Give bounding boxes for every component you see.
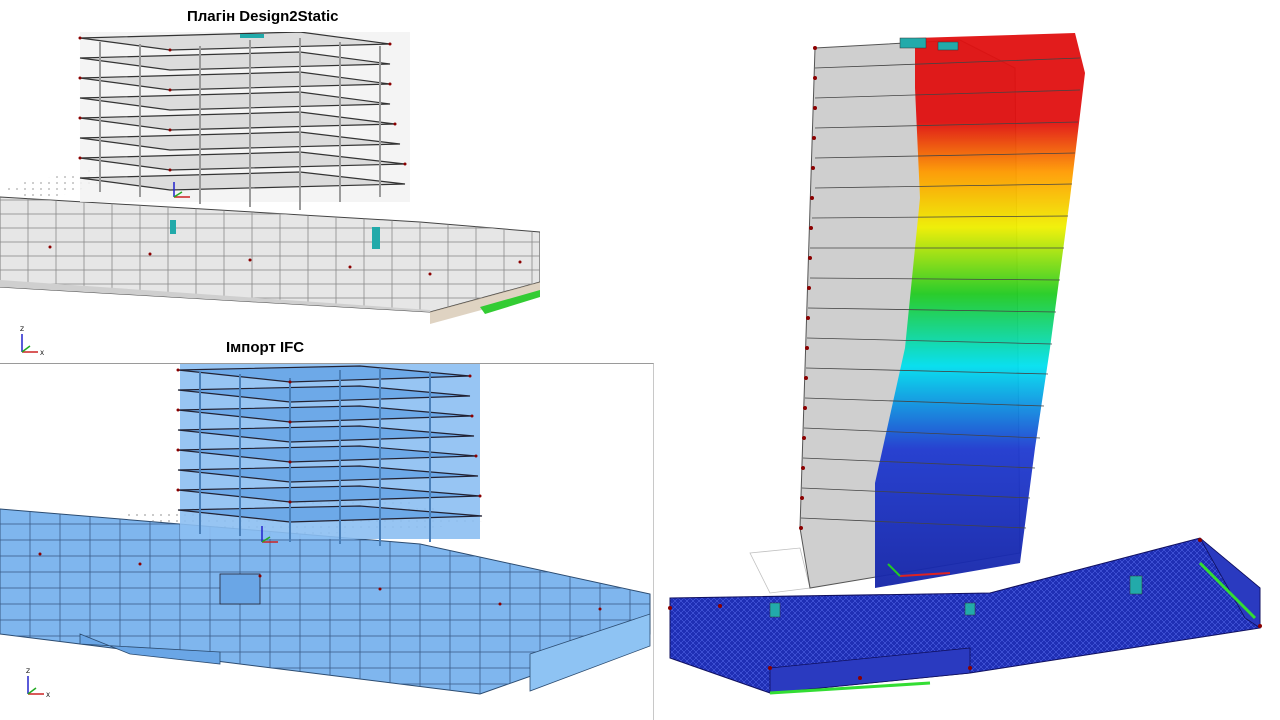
fe-podium-cores [769,37,1143,618]
fe-support-line-front [769,681,931,695]
fe-floor-lines [800,57,1081,529]
fe-nodes [668,46,1262,680]
title-design2static: Плагін Design2Static [187,8,339,25]
podium-foundation [430,282,540,324]
support-strip [480,290,540,314]
ifc-podium-grid [0,509,650,694]
local-axes-icon [173,182,190,198]
ifc-nodes [38,368,602,611]
fe-base-axes-icon [887,563,951,577]
nodes [48,36,522,276]
ifc-model-view[interactable] [0,363,654,720]
ifc-tower-slabs [177,365,483,523]
title-ifc-import: Імпорт IFC [226,339,305,356]
svg-text:X: X [40,350,44,357]
ifc-core-block [219,573,261,605]
fe-support-line-side [1198,561,1257,620]
podium-grid [0,197,540,312]
fe-results-view[interactable] [660,28,1280,720]
svg-text:Z: Z [20,326,24,333]
design2static-model-view[interactable] [0,32,540,332]
axis-triad-top-icon: Z X [20,326,44,357]
ifc-tower-columns [199,368,431,546]
ifc-local-axes-icon [261,526,278,543]
fe-gray-grid [749,547,811,594]
axis-triad-bottom-icon: Z X [26,668,50,699]
ifc-podium-wall [529,613,651,692]
podium-edge [0,280,430,312]
fe-podium-edge [769,647,971,694]
svg-text:Z: Z [26,668,30,675]
tower-columns [99,38,381,210]
svg-text:X: X [46,692,50,699]
cores [170,34,380,249]
ifc-podium-step [79,633,221,665]
